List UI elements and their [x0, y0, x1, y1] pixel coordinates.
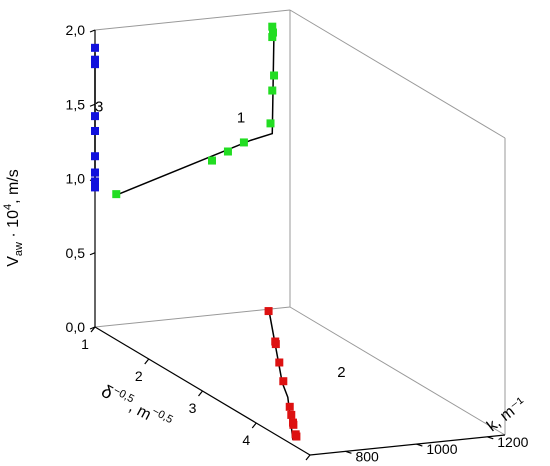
delta-axis-title: δ−0,5, m−0,5: [98, 380, 175, 434]
k-tick: [345, 450, 352, 454]
curve-annotations: 1 2 3: [95, 99, 346, 382]
data-points: [91, 22, 301, 441]
delta-tick: [305, 454, 311, 461]
z-tick-label: 1,0: [66, 171, 86, 187]
delta-tick: [144, 358, 150, 365]
series-1-point: [268, 86, 277, 95]
delta-tick-label: 3: [189, 400, 197, 416]
z-tick: [89, 252, 96, 256]
delta-tick: [198, 390, 203, 397]
fit-lines: [94, 27, 294, 440]
series-1-point: [266, 119, 275, 128]
z-tick: [89, 103, 96, 107]
z-axis-title: Vaw · 104, m/s: [2, 169, 25, 267]
k-tick: [416, 443, 423, 447]
series-3-point: [91, 168, 99, 177]
axis-ticks: 0,0 0,5 1,0 1,5 2,0 1 2 3 4 5 800 1000 1200: [66, 22, 529, 466]
series-2-point: [271, 337, 280, 346]
k-tick-label: 800: [355, 448, 379, 464]
annotation-3: 3: [95, 99, 103, 116]
axis-labels: Vaw · 104, m/s δ−0,5, m−0,5 k, m⁻¹: [2, 169, 529, 435]
series-2-point: [285, 402, 294, 411]
series-3-point: [91, 177, 99, 186]
series-1-point: [239, 138, 248, 147]
series-2-point: [288, 418, 297, 427]
frame-edge: [94, 9, 291, 31]
series-2-point: [287, 410, 296, 419]
series-3-point: [91, 55, 99, 64]
k-axis-line: [309, 434, 506, 456]
z-tick-label: 2,0: [66, 22, 86, 38]
frame-edge: [289, 9, 506, 139]
series-3-point: [91, 112, 99, 121]
k-axis-title: k, m⁻¹: [484, 395, 529, 435]
series-2-point: [279, 377, 288, 386]
delta-tick: [251, 422, 257, 429]
series-2-point: [275, 358, 284, 367]
delta-tick-label: 4: [242, 432, 250, 448]
series-3-point: [91, 60, 99, 69]
series-3-point: [91, 126, 99, 135]
series-1-point: [268, 28, 277, 37]
k-tick-label: 1000: [426, 441, 457, 457]
series-3-point: [91, 183, 99, 192]
z-tick-label: 0,0: [66, 319, 86, 335]
annotation-2: 2: [337, 364, 345, 381]
z-tick-label: 0,5: [66, 245, 86, 261]
series-1-point: [112, 190, 121, 199]
series-1-point: [223, 147, 232, 156]
z-tick-label: 1,5: [66, 96, 86, 112]
delta-tick: [90, 326, 96, 333]
series-2-point: [291, 430, 300, 439]
frame-edge: [94, 306, 291, 328]
delta-tick-label: 1: [81, 336, 89, 352]
series-1-fit-line: [114, 27, 275, 197]
axis-box-frame: [94, 9, 506, 456]
series-1-point: [268, 33, 277, 42]
series-1-point: [268, 22, 277, 31]
delta-tick-label: 5: [296, 464, 304, 466]
frame-edge: [289, 306, 506, 436]
delta-tick-label: 2: [135, 368, 143, 384]
series-1-point: [270, 71, 279, 80]
series-2-point: [264, 307, 273, 316]
series-3-point: [91, 152, 99, 161]
series-3-point: [91, 43, 99, 52]
z-tick: [89, 29, 96, 33]
annotation-1: 1: [237, 109, 245, 126]
k-tick: [487, 436, 494, 440]
series-1-point: [208, 156, 216, 165]
k-tick-label: 1200: [497, 434, 528, 450]
